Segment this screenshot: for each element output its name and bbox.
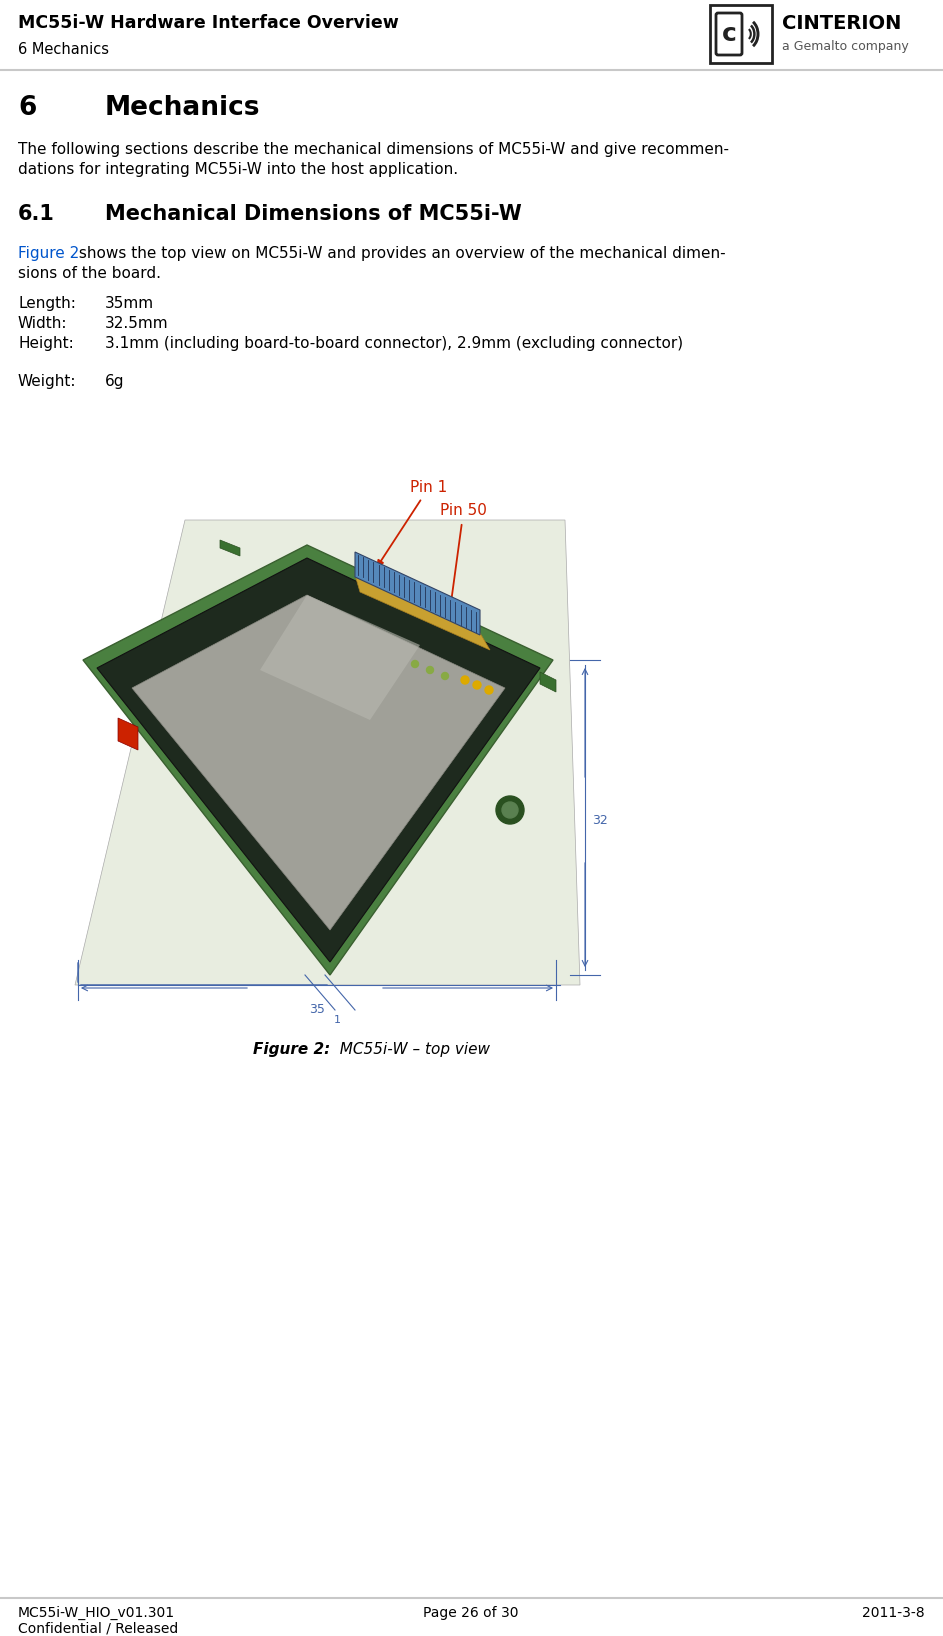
- Text: 35mm: 35mm: [105, 296, 154, 311]
- Text: Height:: Height:: [18, 335, 74, 352]
- Text: Figure 2: Figure 2: [18, 245, 79, 262]
- Text: 35: 35: [309, 1003, 325, 1016]
- Polygon shape: [355, 574, 490, 649]
- Polygon shape: [220, 540, 240, 556]
- Text: 3.1mm (including board-to-board connector), 2.9mm (excluding connector): 3.1mm (including board-to-board connecto…: [105, 335, 683, 352]
- Polygon shape: [118, 718, 138, 749]
- Bar: [710, 5, 772, 64]
- Text: 6.1: 6.1: [18, 204, 55, 224]
- Text: 32: 32: [592, 813, 607, 826]
- Text: MC55i-W – top view: MC55i-W – top view: [330, 1042, 490, 1057]
- Text: Weight:: Weight:: [18, 375, 76, 389]
- Text: Pin 1: Pin 1: [410, 479, 447, 496]
- Text: dations for integrating MC55i-W into the host application.: dations for integrating MC55i-W into the…: [18, 162, 458, 177]
- Circle shape: [485, 685, 493, 694]
- Text: 1: 1: [334, 1014, 340, 1026]
- Circle shape: [461, 676, 469, 684]
- Text: shows the top view on MC55i-W and provides an overview of the mechanical dimen-: shows the top view on MC55i-W and provid…: [74, 245, 725, 262]
- Text: 6: 6: [18, 95, 37, 121]
- Text: Mechanical Dimensions of MC55i-W: Mechanical Dimensions of MC55i-W: [105, 204, 521, 224]
- Polygon shape: [132, 596, 505, 929]
- Circle shape: [411, 661, 419, 667]
- FancyBboxPatch shape: [716, 13, 742, 56]
- Text: MC55i-W_HIO_v01.301: MC55i-W_HIO_v01.301: [18, 1607, 175, 1620]
- Text: Confidential / Released: Confidential / Released: [18, 1621, 178, 1636]
- Circle shape: [502, 802, 518, 818]
- Text: Figure 2:: Figure 2:: [253, 1042, 330, 1057]
- Polygon shape: [83, 545, 553, 975]
- Text: 32.5mm: 32.5mm: [105, 316, 169, 330]
- Circle shape: [473, 681, 481, 689]
- Circle shape: [426, 666, 434, 674]
- Text: 2011-3-8: 2011-3-8: [863, 1607, 925, 1620]
- Polygon shape: [97, 558, 540, 962]
- Polygon shape: [355, 551, 480, 635]
- Text: Width:: Width:: [18, 316, 68, 330]
- Text: Page 26 of 30: Page 26 of 30: [423, 1607, 519, 1620]
- Text: Length:: Length:: [18, 296, 75, 311]
- Text: MC55i-W Hardware Interface Overview: MC55i-W Hardware Interface Overview: [18, 15, 399, 33]
- Text: Mechanics: Mechanics: [105, 95, 260, 121]
- Text: sions of the board.: sions of the board.: [18, 267, 161, 281]
- Circle shape: [441, 672, 449, 679]
- Polygon shape: [540, 672, 556, 692]
- Text: c: c: [721, 21, 736, 46]
- Text: 6 Mechanics: 6 Mechanics: [18, 43, 109, 57]
- Polygon shape: [75, 520, 580, 985]
- Polygon shape: [260, 596, 420, 720]
- Text: CINTERION: CINTERION: [782, 15, 902, 33]
- Circle shape: [496, 797, 524, 825]
- Text: Pin 50: Pin 50: [440, 502, 487, 519]
- Text: 6g: 6g: [105, 375, 124, 389]
- Text: The following sections describe the mechanical dimensions of MC55i-W and give re: The following sections describe the mech…: [18, 142, 729, 157]
- Text: a Gemalto company: a Gemalto company: [782, 39, 909, 52]
